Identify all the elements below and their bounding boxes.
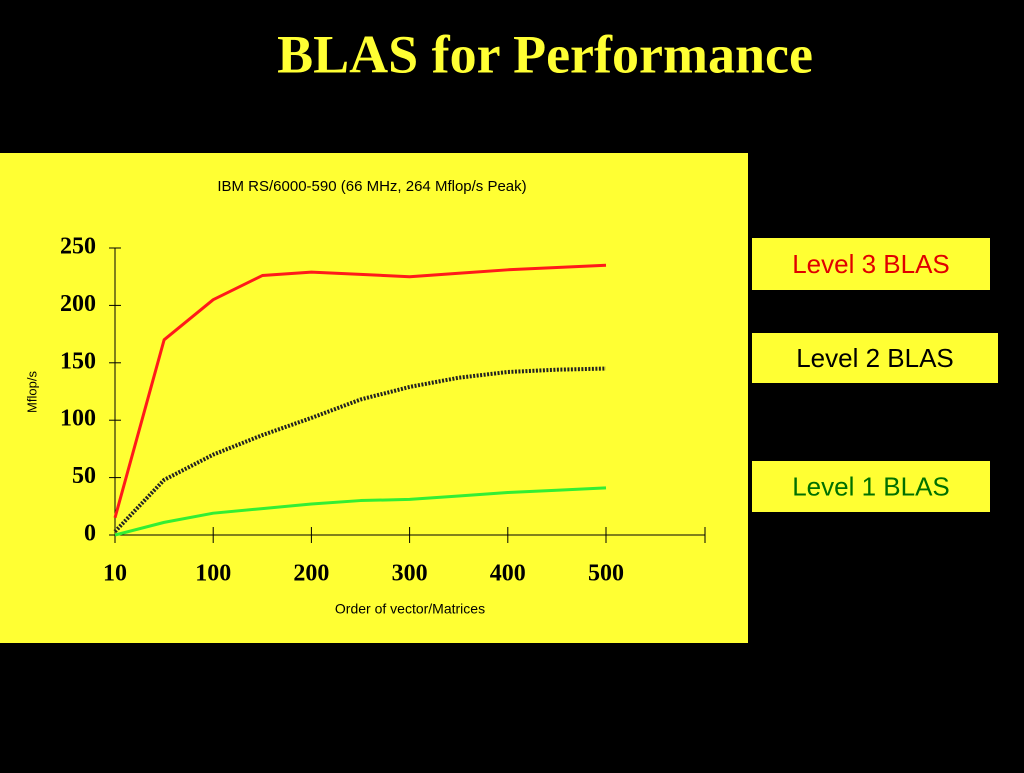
legend-box	[752, 238, 990, 290]
chart-panel	[0, 153, 748, 643]
x-tick-label: 200	[293, 561, 329, 587]
chart-title: IBM RS/6000-590 (66 MHz, 264 Mflop/s Pea…	[217, 178, 526, 195]
y-tick-label: 200	[60, 291, 96, 317]
legend-box	[752, 333, 998, 383]
series-line	[114, 486, 607, 537]
y-tick-label: 50	[72, 463, 96, 489]
y-tick-label: 250	[60, 234, 96, 260]
legend-label: Level 3 BLAS	[792, 249, 950, 279]
x-axis-label: Order of vector/Matrices	[335, 601, 485, 617]
legend-label: Level 1 BLAS	[792, 471, 950, 501]
y-tick-label: 100	[60, 406, 96, 432]
series-line	[113, 366, 607, 533]
x-tick-label: 10	[103, 561, 127, 587]
legend-box	[752, 461, 990, 512]
legend-label: Level 2 BLAS	[796, 343, 954, 373]
y-tick-label: 150	[60, 348, 96, 374]
series-line	[113, 263, 607, 519]
x-tick-label: 100	[195, 561, 231, 587]
y-tick-label: 0	[84, 521, 96, 547]
x-tick-label: 400	[490, 561, 526, 587]
slide-title: BLAS for Performance	[277, 24, 813, 84]
y-axis-label: Mflop/s	[24, 371, 39, 413]
x-tick-label: 300	[392, 561, 428, 587]
x-tick-label: 500	[588, 561, 624, 587]
